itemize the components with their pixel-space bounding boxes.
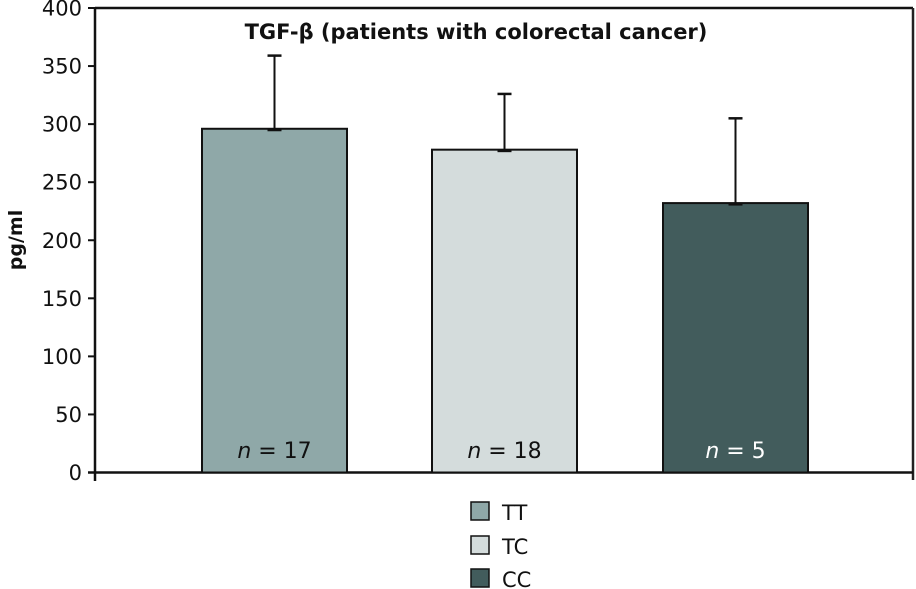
y-tick-label: 400 [42,0,82,21]
y-tick-label: 200 [42,229,82,253]
y-tick-label: 300 [42,113,82,137]
bar-tc [431,148,578,474]
legend-swatch-tt [470,501,490,521]
y-tick-label: 0 [69,461,82,485]
y-tick-label: 350 [42,55,82,79]
y-axis-label: pg/ml [5,210,27,270]
y-tick-label: 250 [42,171,82,195]
chart-title: TGF-β (patients with colorectal cancer) [245,20,708,44]
y-tick-label: 150 [42,287,82,311]
bar-cc [662,202,809,474]
n-label-tt: n = 17 [237,439,311,464]
y-tick-label: 100 [42,345,82,369]
axes: 0 50 100 150 200 250 300 350 400 [42,0,915,485]
bars [201,127,809,474]
n-label-tc: n = 18 [467,439,541,464]
bar-tt [201,127,348,474]
legend-label-tc: TC [501,535,528,559]
error-bars [267,54,743,206]
n-labels: n = 17 n = 18 n = 5 [237,439,765,464]
legend-swatch-cc [470,568,490,588]
n-label-cc: n = 5 [705,439,765,464]
legend-swatch-tc [470,535,490,555]
legend: TT TC CC [470,501,531,589]
legend-label-tt: TT [501,501,527,525]
y-tick-label: 50 [55,403,82,427]
legend-label-cc: CC [502,568,531,589]
